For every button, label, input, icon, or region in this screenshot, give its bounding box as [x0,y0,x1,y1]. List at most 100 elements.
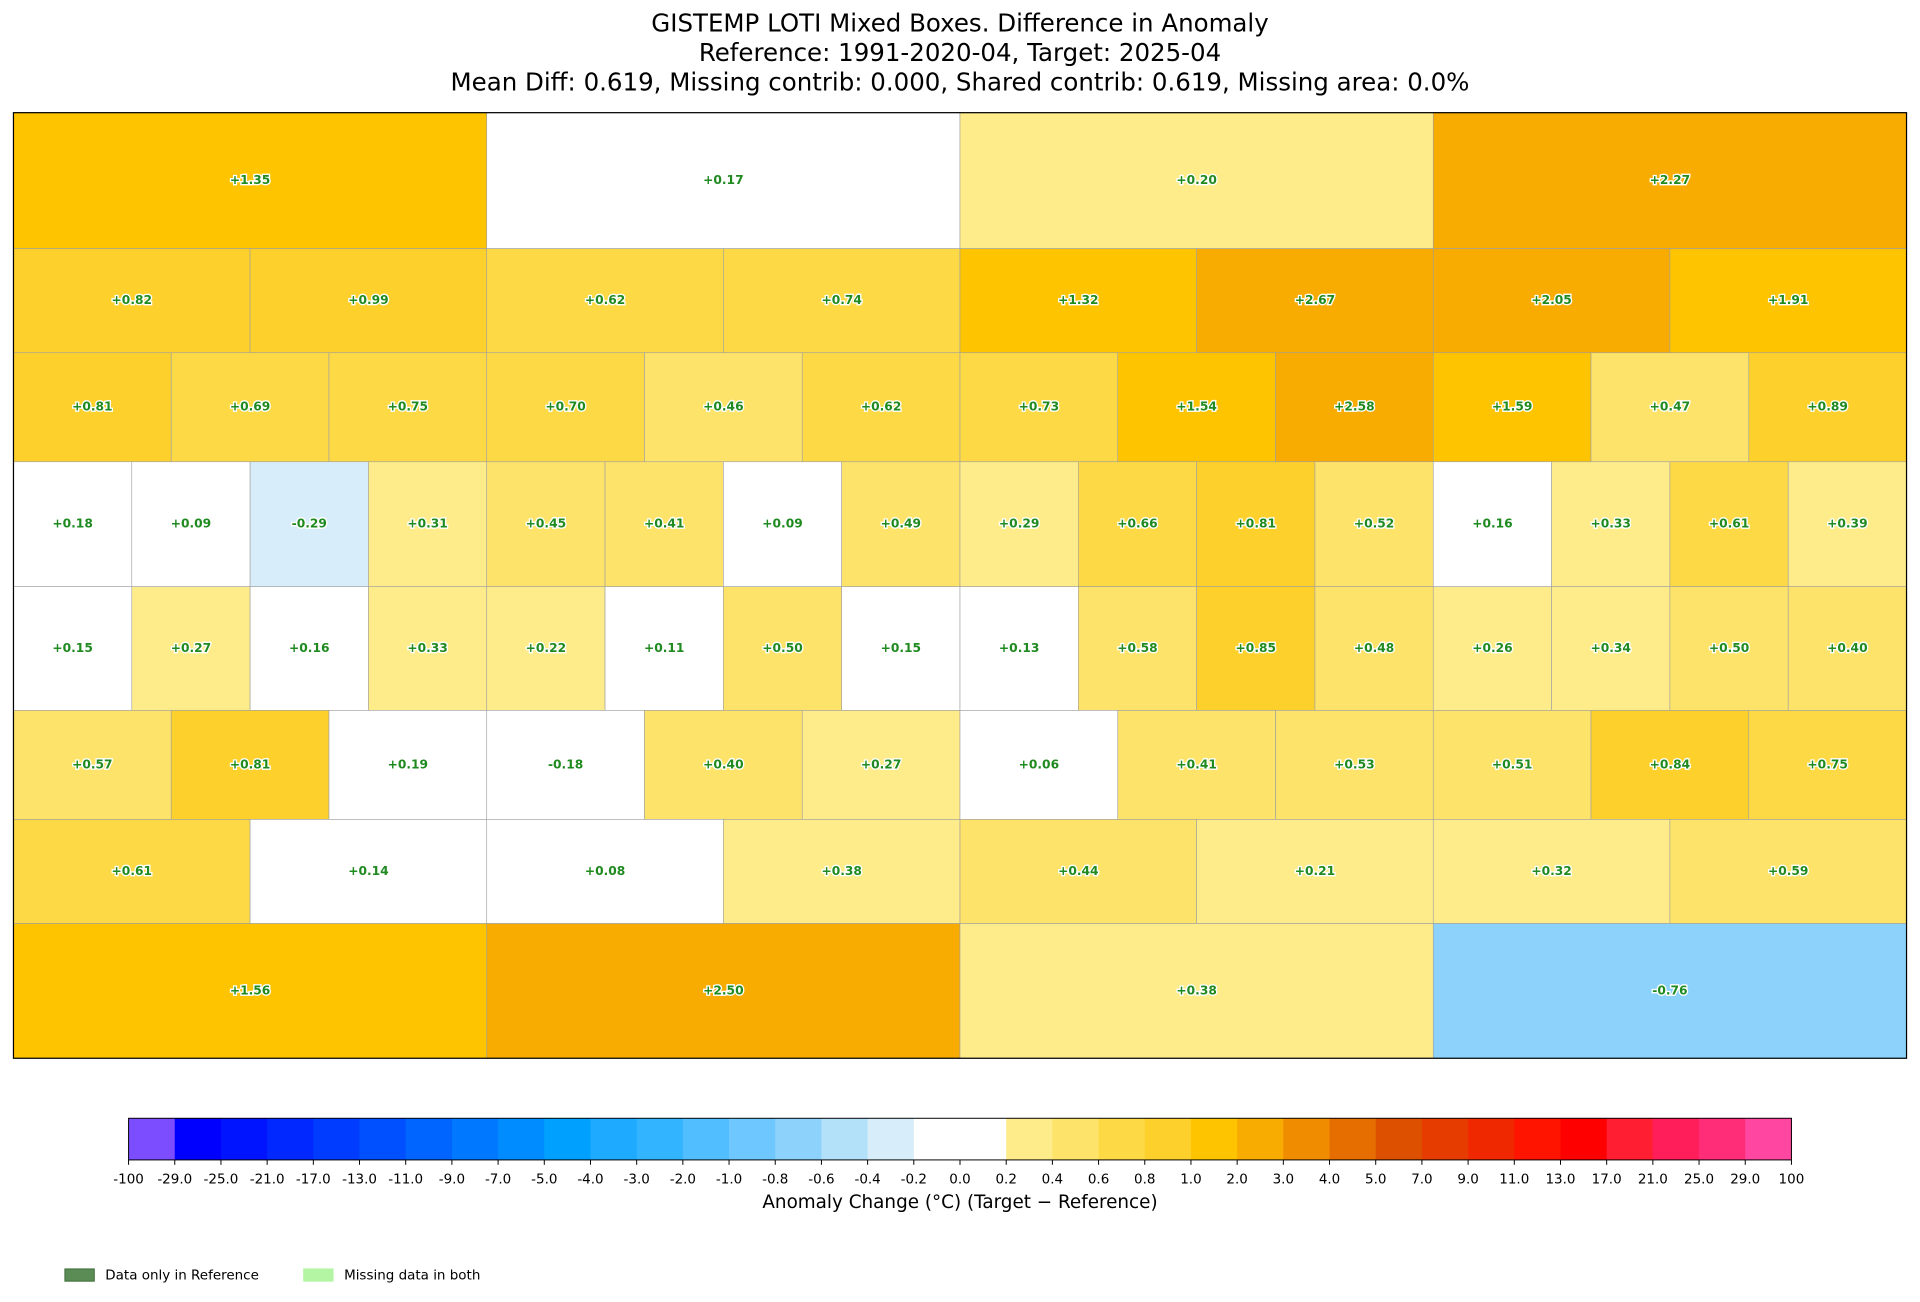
grid-box [1117,352,1276,463]
legend: Data only in Reference Missing data in bo… [64,1268,480,1284]
box-value: +0.40 [703,757,743,771]
box-value: +0.27 [171,641,211,655]
box-value: +0.26 [1472,641,1512,655]
grid-box [1432,819,1671,924]
colorbar-cell [1468,1118,1515,1160]
box-value: +0.89 [1807,400,1847,414]
box-value: +1.56 [230,983,270,997]
box-value: +0.33 [407,641,447,655]
colorbar-cell [544,1118,591,1160]
colorbar-tick-label: -100 [113,1172,144,1188]
grid-box [959,819,1197,924]
colorbar-cell [590,1118,638,1160]
box-value: +2.58 [1334,400,1374,414]
box-value: +0.46 [703,400,743,414]
box-value: +0.84 [1650,757,1690,771]
grid-box [1432,461,1552,588]
colorbar-tick-label: -13.0 [342,1172,377,1188]
grid-box [1669,461,1789,588]
grid-box [801,352,961,463]
grid-box [959,352,1119,463]
box-value: +0.81 [1236,517,1276,531]
box-value: +0.31 [407,517,447,531]
box-value: +0.45 [526,517,566,531]
grid-box [486,586,606,711]
box-value: +0.16 [289,641,329,655]
box-value: +0.39 [1827,517,1867,531]
box-value: +0.52 [1354,517,1394,531]
grid-box [13,352,172,463]
colorbar-tick-label: -1.0 [716,1172,742,1188]
box-value: +0.18 [52,517,92,531]
colorbar-cell [1560,1118,1608,1160]
box-value: +0.41 [644,517,684,531]
grid-box [1275,352,1434,463]
box-value: +0.59 [1768,864,1808,878]
colorbar-tick-label: 2.0 [1226,1172,1247,1188]
grid-box [1590,352,1750,463]
box-value: +0.57 [72,757,112,771]
box-value: +0.50 [1709,641,1749,655]
box-value: +0.17 [703,173,743,187]
grid-box [1551,461,1671,588]
grid-box [13,461,133,588]
colorbar-tick-label: 29.0 [1730,1172,1760,1188]
grid-box [1748,710,1907,820]
grid-box [368,461,488,588]
colorbar-cell [1098,1118,1146,1160]
grid-box [1196,819,1434,924]
colorbar-tick-label: -5.0 [531,1172,557,1188]
colorbar-cell [1283,1118,1330,1160]
box-value: -0.76 [1652,983,1687,997]
grid-box [368,586,488,711]
box-value: +0.29 [999,517,1039,531]
legend-swatch [64,1268,95,1282]
colorbar-tick-label: -9.0 [439,1172,465,1188]
box-value: +0.62 [585,293,625,307]
colorbar-tick-label: -0.4 [854,1172,880,1188]
grid-box [959,923,1434,1059]
colorbar-cell [1421,1118,1469,1160]
colorbar-cell [1237,1118,1284,1160]
colorbar-tick-label: -4.0 [577,1172,603,1188]
colorbar-tick-label: 3.0 [1273,1172,1294,1188]
box-value: +0.61 [112,864,152,878]
grid-box [249,461,369,588]
colorbar-cell [405,1118,453,1160]
grid-box [1078,461,1197,588]
box-value: +0.16 [1472,517,1512,531]
colorbar-cell [359,1118,407,1160]
box-value: +0.48 [1354,641,1394,655]
colorbar-cell [451,1118,499,1160]
box-value: +0.33 [1591,517,1631,531]
legend-label: Missing data in both [344,1268,480,1284]
colorbar-cell [313,1118,360,1160]
colorbar-cell [498,1118,545,1160]
colorbar-tick-label: -0.6 [808,1172,834,1188]
colorbar-tick-label: 21.0 [1638,1172,1668,1188]
colorbar-tick-label: 13.0 [1545,1172,1575,1188]
colorbar-tick-label: -0.8 [762,1172,788,1188]
grid-box [1669,819,1907,924]
grid-box [723,819,961,924]
box-value: +0.06 [1019,757,1059,771]
box-value: +0.38 [1176,983,1216,997]
box-value: +0.75 [1807,757,1847,771]
box-value: +0.15 [52,641,92,655]
grid-box [1432,586,1552,711]
grid-box [1551,586,1671,711]
grid-box [486,923,961,1059]
colorbar-tick-label: 0.2 [995,1172,1016,1188]
grid-box [1196,461,1316,588]
colorbar-cell [1606,1118,1654,1160]
box-value: +0.09 [171,517,211,531]
colorbar-cell [1144,1118,1192,1160]
legend-swatch [303,1268,334,1282]
colorbar-cell [267,1118,314,1160]
colorbar-tick-label: -3.0 [624,1172,650,1188]
box-value: +0.62 [861,400,901,414]
map: +1.35 +0.17 +0.20 +2.27 +0.82 +0.99 +0.62 +0.74… [12,112,1908,1059]
box-value: +0.19 [388,757,428,771]
colorbar-cell [775,1118,822,1160]
box-value: +0.70 [545,400,585,414]
